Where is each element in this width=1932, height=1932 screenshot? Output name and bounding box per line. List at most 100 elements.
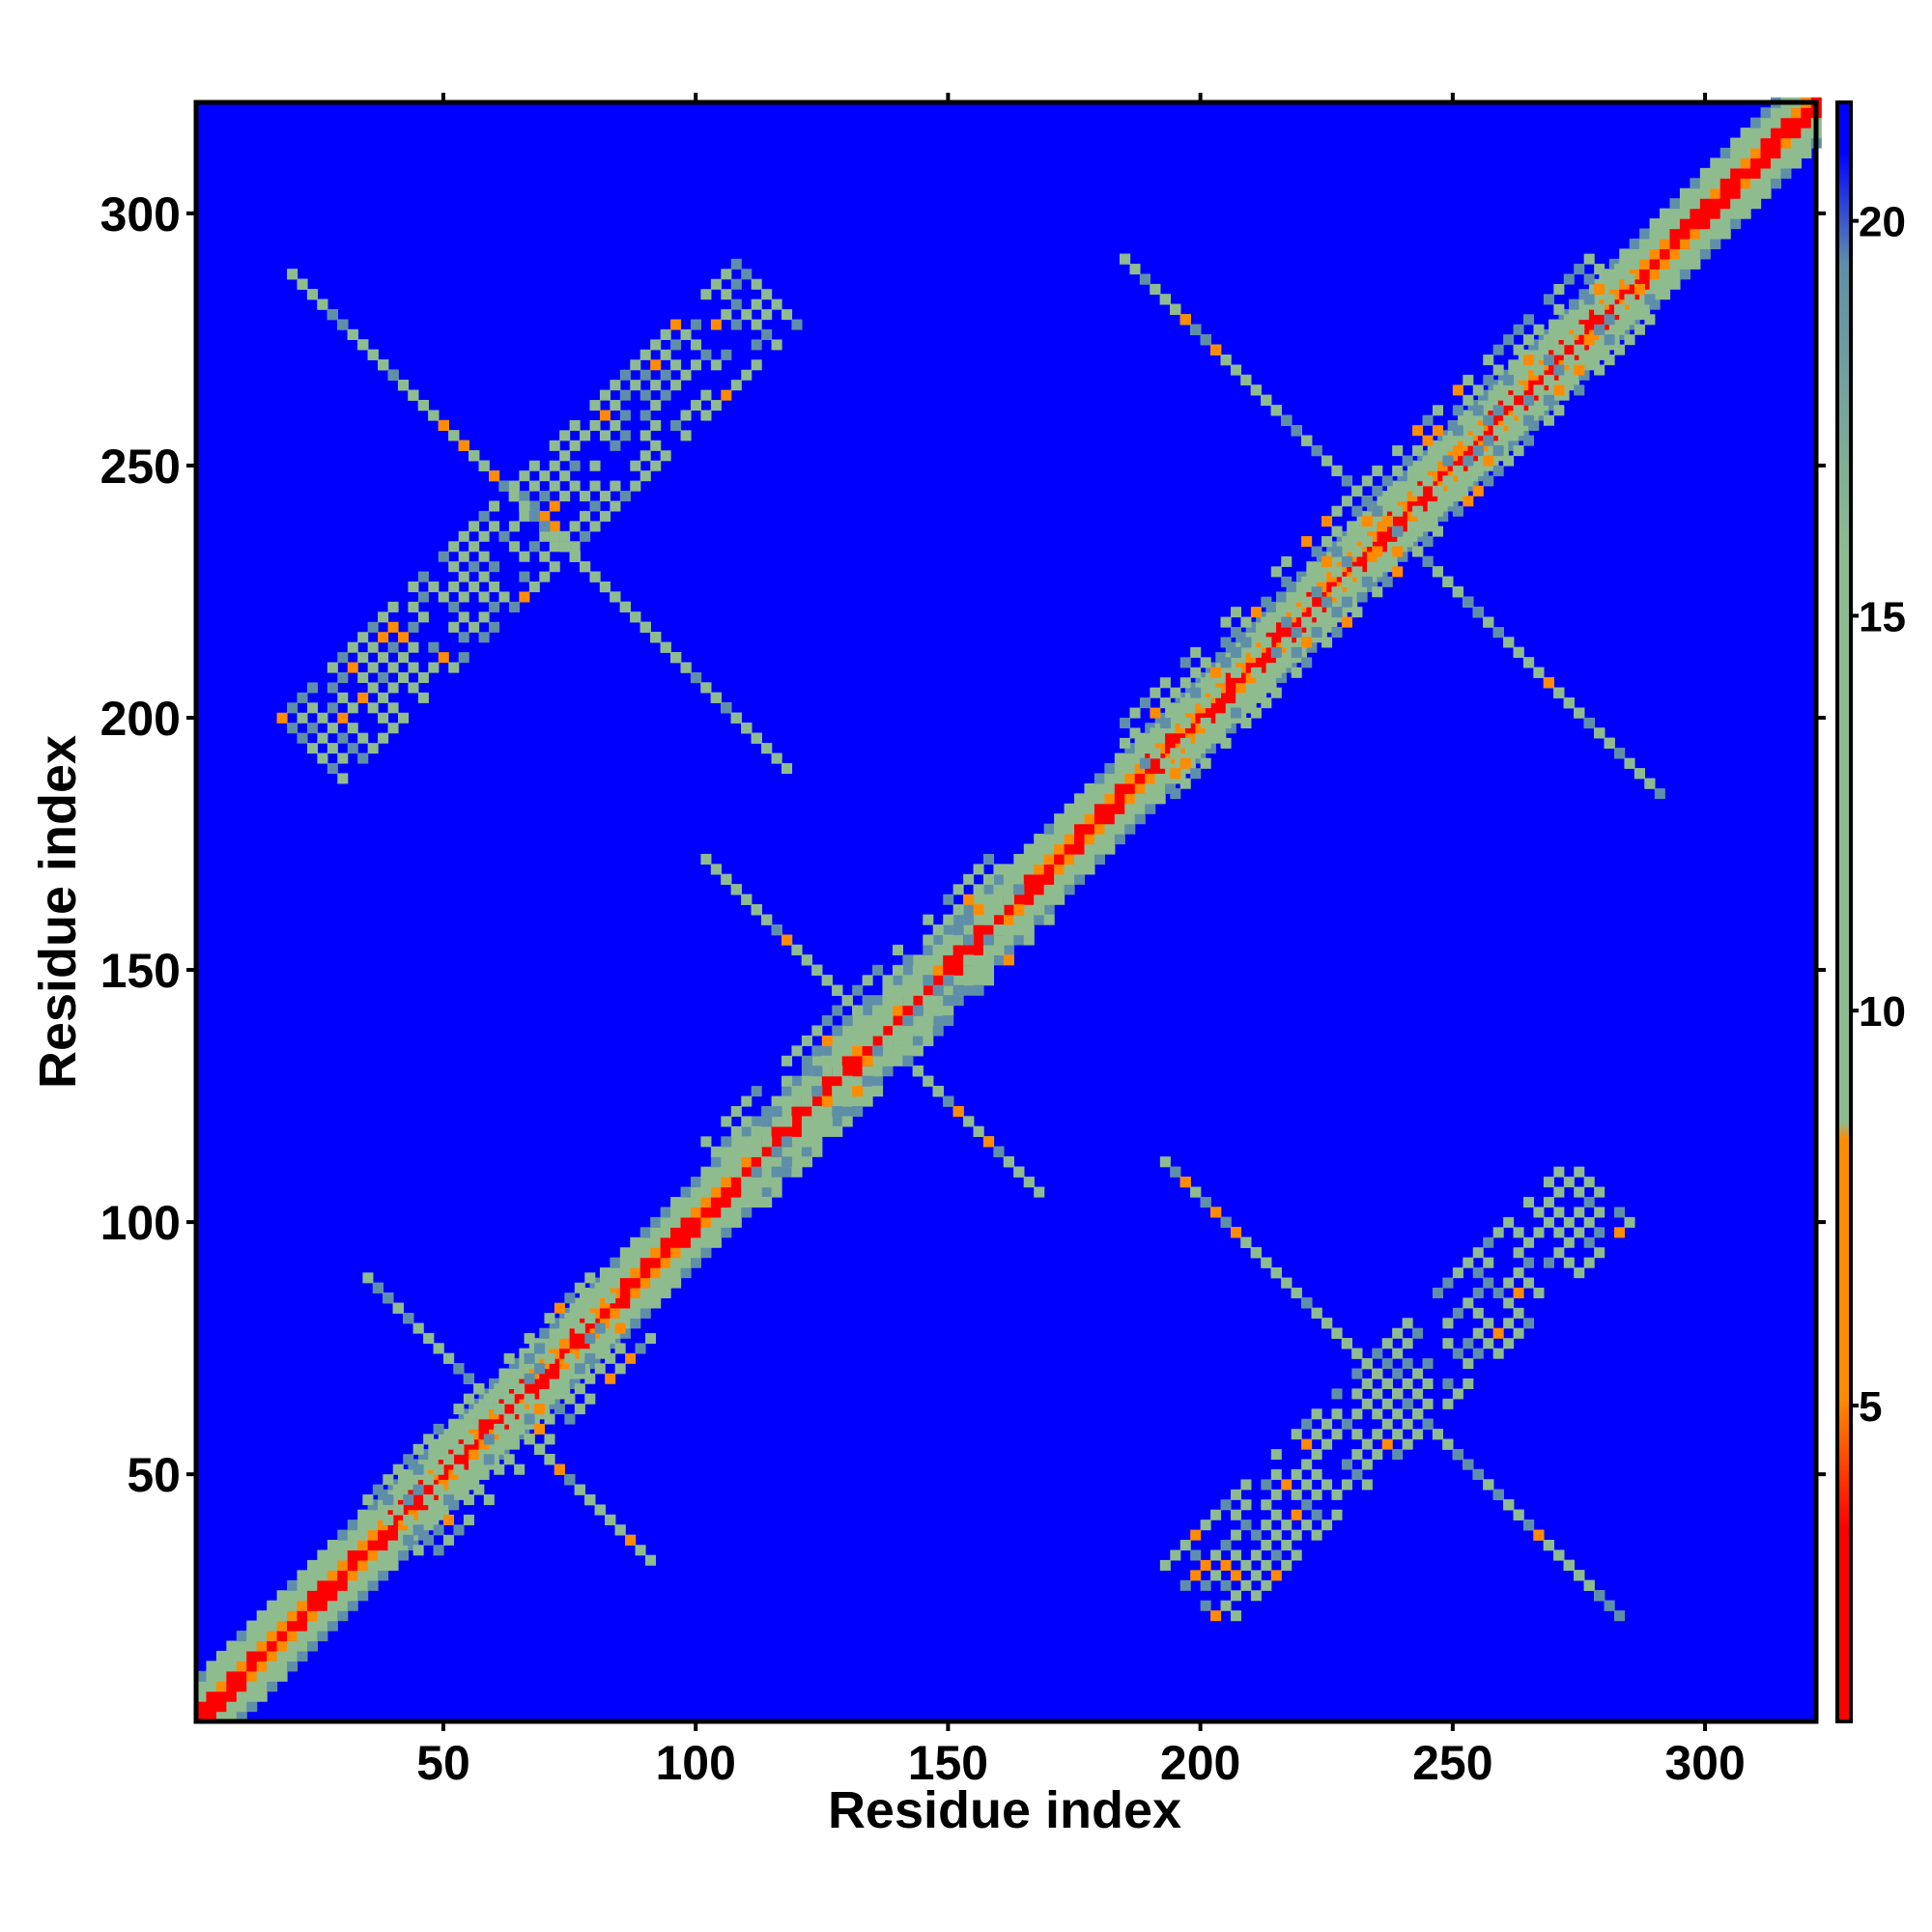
heatmap-cell bbox=[791, 1106, 803, 1118]
heatmap-cell bbox=[297, 1600, 308, 1611]
heatmap-cell bbox=[1730, 178, 1742, 189]
heatmap-cell bbox=[417, 571, 429, 582]
heatmap-cell bbox=[625, 1534, 637, 1546]
heatmap-cell bbox=[1023, 894, 1035, 905]
heatmap-cell bbox=[473, 1404, 485, 1415]
heatmap-cell bbox=[1392, 505, 1404, 517]
heatmap-cell bbox=[605, 1514, 616, 1525]
heatmap-cell bbox=[544, 1434, 555, 1445]
heatmap-cell bbox=[700, 1247, 712, 1259]
heatmap-cell bbox=[1250, 384, 1262, 396]
heatmap-cell bbox=[1730, 147, 1742, 159]
heatmap-cell bbox=[1463, 394, 1474, 406]
heatmap-cell bbox=[1210, 1549, 1222, 1561]
heatmap-cell bbox=[892, 1035, 904, 1046]
heatmap-cell bbox=[982, 914, 995, 925]
heatmap-cell bbox=[1442, 1438, 1454, 1450]
heatmap-cell bbox=[580, 510, 591, 522]
heatmap-cell bbox=[1104, 782, 1116, 794]
heatmap-cell bbox=[327, 1559, 338, 1571]
heatmap-cell bbox=[306, 289, 318, 300]
heatmap-cell bbox=[256, 1640, 268, 1652]
heatmap-cell bbox=[1281, 555, 1293, 567]
heatmap-cell bbox=[952, 944, 964, 955]
heatmap-cell bbox=[832, 1035, 843, 1046]
heatmap-cell bbox=[387, 702, 399, 714]
heatmap-cell bbox=[1472, 384, 1484, 396]
heatmap-cell bbox=[1124, 782, 1136, 794]
heatmap-cell bbox=[403, 1474, 414, 1486]
heatmap-cell bbox=[1463, 1378, 1474, 1390]
heatmap-cell bbox=[605, 1293, 616, 1304]
heatmap-cell bbox=[1220, 1499, 1232, 1511]
heatmap-cell bbox=[1372, 1388, 1383, 1400]
heatmap-cell bbox=[680, 1216, 692, 1228]
heatmap-cell bbox=[1614, 264, 1626, 275]
heatmap-cell bbox=[1023, 904, 1035, 916]
heatmap-cell bbox=[589, 500, 601, 512]
heatmap-cell bbox=[1553, 1166, 1565, 1178]
heatmap-cell bbox=[362, 1272, 374, 1284]
heatmap-cell bbox=[1412, 445, 1424, 457]
heatmap-cell bbox=[1281, 657, 1293, 668]
heatmap-cell bbox=[1402, 536, 1413, 548]
heatmap-cell bbox=[1780, 137, 1792, 149]
heatmap-cell bbox=[1730, 167, 1742, 179]
heatmap-cell bbox=[1200, 1559, 1211, 1571]
heatmap-cell bbox=[1179, 778, 1191, 789]
heatmap-cell bbox=[1341, 576, 1352, 587]
heatmap-cell bbox=[832, 1086, 843, 1097]
heatmap-cell bbox=[1054, 884, 1065, 895]
heatmap-cell bbox=[1351, 505, 1363, 517]
heatmap-cell bbox=[1261, 1520, 1272, 1531]
heatmap-cell bbox=[1412, 526, 1424, 537]
heatmap-cell bbox=[226, 1690, 238, 1702]
heatmap-cell bbox=[781, 1075, 793, 1087]
heatmap-cell bbox=[1679, 218, 1690, 230]
heatmap-cell bbox=[761, 1146, 773, 1157]
heatmap-cell bbox=[397, 1549, 410, 1561]
heatmap-cell bbox=[367, 1529, 379, 1541]
heatmap-cell bbox=[862, 1065, 873, 1077]
heatmap-cell bbox=[1750, 157, 1762, 169]
heatmap-cell bbox=[494, 1443, 505, 1455]
heatmap-cell bbox=[1084, 823, 1095, 835]
heatmap-cell bbox=[993, 864, 1005, 875]
heatmap-cell bbox=[267, 1650, 278, 1662]
heatmap-cell bbox=[1094, 834, 1105, 845]
heatmap-cell bbox=[1492, 344, 1504, 355]
heatmap-cell bbox=[1513, 1227, 1524, 1238]
heatmap-cell bbox=[730, 1177, 742, 1188]
heatmap-cell bbox=[1230, 364, 1242, 376]
heatmap-cell bbox=[610, 1307, 621, 1319]
heatmap-cell bbox=[1574, 384, 1585, 396]
heatmap-cell bbox=[721, 1166, 732, 1178]
heatmap-cell bbox=[1790, 157, 1802, 169]
heatmap-cell bbox=[1463, 1297, 1474, 1309]
heatmap-cell bbox=[1513, 1509, 1524, 1520]
heatmap-cell bbox=[1432, 485, 1444, 497]
heatmap-cell bbox=[721, 309, 732, 321]
heatmap-cell bbox=[1043, 894, 1055, 905]
heatmap-cell bbox=[1341, 475, 1352, 487]
heatmap-cell bbox=[610, 1257, 621, 1268]
heatmap-cell bbox=[387, 682, 399, 694]
heatmap-cell bbox=[347, 662, 358, 673]
heatmap-cell bbox=[1179, 737, 1191, 749]
heatmap-cell bbox=[781, 1116, 793, 1127]
heatmap-cell bbox=[1311, 546, 1322, 557]
heatmap-cell bbox=[1432, 1429, 1444, 1440]
heatmap-cell bbox=[1139, 273, 1151, 285]
heatmap-cell bbox=[821, 975, 833, 986]
heatmap-cell bbox=[367, 682, 379, 694]
heatmap-cell bbox=[1200, 1520, 1211, 1531]
heatmap-cell bbox=[639, 1257, 651, 1268]
heatmap-cell bbox=[417, 611, 429, 623]
heatmap-cell bbox=[574, 1363, 585, 1375]
heatmap-cell bbox=[1321, 455, 1333, 467]
heatmap-cell bbox=[357, 1509, 369, 1520]
heatmap-cell bbox=[287, 1590, 298, 1602]
heatmap-cell bbox=[1503, 1297, 1515, 1309]
heatmap-cell bbox=[599, 430, 611, 441]
heatmap-cell bbox=[1129, 707, 1141, 719]
